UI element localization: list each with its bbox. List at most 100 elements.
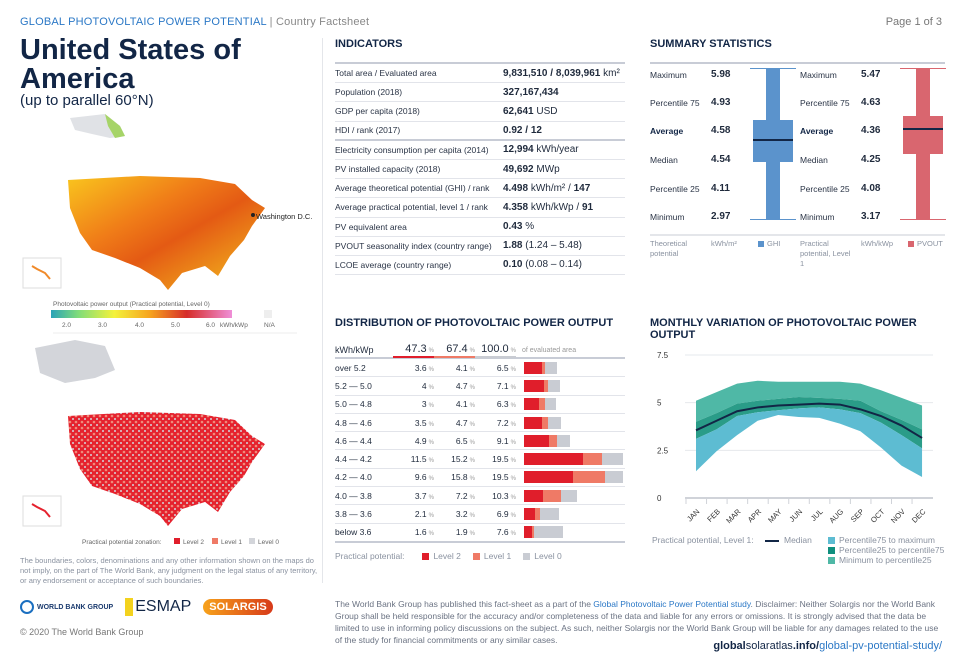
distribution-bar [524,508,560,521]
indicator-value: 49,692 MWp [503,163,560,175]
indicator-row: LCOE average (country range) 0.10 (0.08 –… [335,256,625,276]
level2-segment [524,434,549,447]
esmap-logo: ESMAP [125,598,191,616]
stat-value: 3.17 [861,211,881,222]
indicators-table: Total area / Evaluated area 9,831,510 / 8… [335,62,625,276]
stat-value: 4.58 [711,125,731,136]
svg-text:Level 2: Level 2 [183,539,204,546]
indicator-label: Population (2018) [335,87,403,98]
distribution-row: 4.6 — 4.4 4.9% 6.5% 9.1% [335,432,625,451]
indicator-value: 62,641 USD [503,105,558,117]
svg-text:2.0: 2.0 [62,322,71,329]
x-tick-label: SEP [849,507,866,524]
conus-zonation-map [68,412,265,526]
level2-segment [524,471,573,484]
level0-segment [544,361,558,374]
indicator-label: PV installed capacity (2018) [335,164,441,175]
level0-segment [533,526,563,539]
distribution-bar [524,416,561,429]
band-min-p25 [696,407,923,478]
world-bank-logo: WORLD BANK GROUP [20,600,113,614]
indicator-value: 1.88 (1.24 – 5.48) [503,240,582,252]
x-tick-label: OCT [869,507,887,525]
level0-segment [560,489,577,502]
stat-label: Percentile 25 [650,184,700,194]
indicator-row: Total area / Evaluated area 9,831,510 / 8… [335,64,625,84]
indicator-label: GDP per capita (2018) [335,106,420,117]
level1-segment [542,361,545,374]
stat-value: 4.11 [711,183,730,194]
country-note: (up to parallel 60°N) [20,92,154,109]
level2-segment [524,379,545,392]
total-level: 100.0% [475,343,516,358]
y-tick-label: 2.5 [657,446,669,455]
summary-heading: SUMMARY STATISTICS [650,38,772,50]
x-tick-label: NOV [889,507,907,525]
svg-text:Practical potential zonation:: Practical potential zonation: [82,539,162,546]
x-tick-label: JUN [787,507,804,524]
level1-segment [541,416,548,429]
level0-segment [547,379,561,392]
indicator-row: PVOUT seasonality index (country range) 1… [335,237,625,256]
indicator-label: PV equivalent area [335,221,407,232]
svg-text:N/A: N/A [264,322,276,329]
divider [322,38,323,583]
alaska-zonation-map [35,340,115,383]
svg-text:5.0: 5.0 [171,322,180,329]
study-link[interactable]: Global Photovoltaic Power Potential stud… [593,599,751,609]
distribution-row: 3.8 — 3.6 2.1% 3.2% 6.9% [335,505,625,524]
distribution-row: below 3.6 1.6% 1.9% 7.6% [335,524,625,542]
distribution-row: 4.2 — 4.0 9.6% 15.8% 19.5% [335,469,625,488]
indicator-value: 4.358 kWh/kWp / 91 [503,201,594,213]
x-tick-label: AUG [827,507,845,525]
stat-label: Median [650,155,678,165]
distribution-bar [524,471,624,484]
indicator-row: Average theoretical potential (GHI) / ra… [335,179,625,199]
level0-segment [540,508,560,521]
indicator-value: 12,994 kWh/year [503,144,579,156]
capital-label: Washington D.C. [256,212,312,221]
summary-statistics: Maximum 5.98 Percentile 75 4.93 Average 4.58 M… [650,62,946,268]
header: GLOBAL PHOTOVOLTAIC POWER POTENTIAL | Co… [20,16,370,28]
stat-value: 5.47 [861,69,881,80]
conus-pvout-map [68,176,265,290]
stat-label: Maximum [650,70,687,80]
level2-segment [524,453,583,466]
level2-segment [524,416,542,429]
page-number: Page 1 of 3 [885,16,942,28]
y-tick-label: 5 [657,399,662,408]
level1-segment [544,379,548,392]
distribution-bar [524,361,558,374]
level2-segment [524,489,543,502]
distribution-table: kWh/kWp 47.3% 67.4% 100.0% of evaluated area… [335,343,625,561]
stat-value: 4.36 [861,125,881,136]
indicator-value: 327,167,434 [503,86,559,98]
band-p25-p75 [696,396,923,449]
indicator-label: Electricity consumption per capita (2014… [335,144,489,155]
level1-segment [582,453,602,466]
x-tick-label: FEB [705,507,722,524]
y-tick-label: 0 [657,494,662,503]
x-tick-label: MAY [766,507,783,524]
level0-segment [604,471,624,484]
distribution-bar [524,489,577,502]
monthly-chart: 0 2.5 5 7.5 JAN FEB MAR APR MAY JUN JUL AUG SEP OCT NO… [657,351,933,526]
distribution-bar [524,398,557,411]
indicator-label: Average theoretical potential (GHI) / ra… [335,183,490,194]
x-tick-label: MAR [724,507,743,526]
website-link[interactable]: globalsolaratlas.info/global-pv-potentia… [713,640,942,652]
report-title: GLOBAL PHOTOVOLTAIC POWER POTENTIAL [20,16,267,28]
total-level: 67.4% [434,343,475,358]
indicator-label: HDI / rank (2017) [335,125,401,136]
stat-label: Average [800,126,834,136]
indicator-row: PV equivalent area 0.43 % [335,218,625,237]
svg-text:6.0: 6.0 [206,322,215,329]
stat-label: Minimum [800,212,835,222]
stat-value: 4.54 [711,154,731,165]
pvout-colorbar [51,310,232,318]
average-line [753,139,793,141]
level2-segment [524,398,540,411]
level1-segment [572,471,605,484]
monthly-heading: MONTHLY VARIATION OF PHOTOVOLTAIC POWER … [650,317,917,341]
pvout-boxplot [900,68,946,220]
